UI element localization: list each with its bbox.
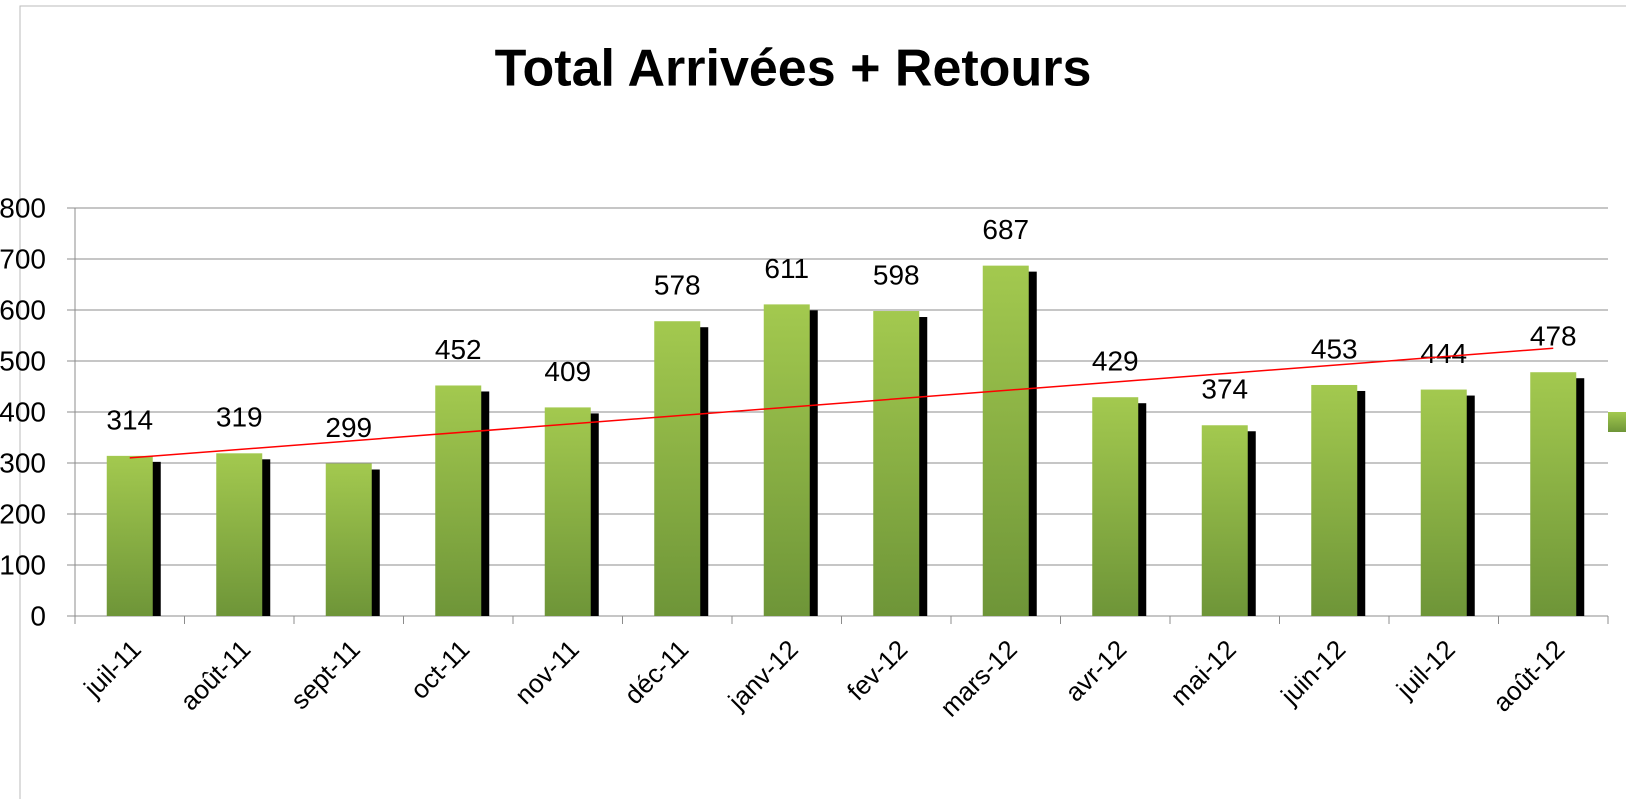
x-tick-label: juil-12 xyxy=(1390,634,1461,705)
bar xyxy=(216,453,263,616)
bar xyxy=(106,455,153,616)
y-tick-label: 300 xyxy=(0,447,46,478)
data-label: 314 xyxy=(106,404,153,435)
bar xyxy=(982,265,1029,616)
chart-border xyxy=(19,5,1626,799)
data-label: 429 xyxy=(1092,346,1139,377)
data-label: 611 xyxy=(764,253,809,284)
x-tick-label: oct-11 xyxy=(404,634,475,705)
data-label: 409 xyxy=(544,356,591,387)
bar xyxy=(544,407,591,616)
bar xyxy=(1530,372,1577,616)
data-label: 598 xyxy=(873,259,920,290)
data-label: 453 xyxy=(1311,333,1358,364)
x-tick-label: mai-12 xyxy=(1164,634,1241,711)
bar xyxy=(325,463,372,616)
x-tick-label: nov-11 xyxy=(509,634,585,710)
bar xyxy=(435,385,482,616)
y-tick-label: 500 xyxy=(0,345,46,376)
x-tick-label: déc-11 xyxy=(618,634,694,710)
x-tick-label: août-11 xyxy=(174,634,256,716)
bar xyxy=(1420,389,1467,616)
y-tick-label: 100 xyxy=(0,549,46,580)
data-label: 299 xyxy=(325,412,372,443)
x-tick-label: janv-12 xyxy=(722,634,804,716)
data-label: 444 xyxy=(1420,338,1467,369)
data-label: 452 xyxy=(435,334,482,365)
data-label: 478 xyxy=(1530,321,1577,352)
x-tick-label: juin-12 xyxy=(1274,634,1351,711)
x-tick-label: avr-12 xyxy=(1059,634,1132,707)
data-label: 578 xyxy=(654,270,701,301)
bar xyxy=(654,321,701,616)
x-tick-label: sept-11 xyxy=(285,634,366,715)
y-tick-label: 200 xyxy=(0,498,46,529)
y-tick-label: 600 xyxy=(0,294,46,325)
y-tick-label: 700 xyxy=(0,243,46,274)
bar xyxy=(1201,425,1248,616)
data-label: 687 xyxy=(982,214,1029,245)
bar xyxy=(873,311,920,616)
bar xyxy=(1311,384,1358,616)
chart-title: Total Arrivées + Retours xyxy=(495,40,1092,98)
x-tick-label: fev-12 xyxy=(841,634,913,706)
y-tick-label: 400 xyxy=(0,396,46,427)
x-tick-label: mars-12 xyxy=(934,634,1023,723)
x-tick-label: août-12 xyxy=(1487,634,1571,718)
x-tick-label: juil-11 xyxy=(77,634,147,704)
bar xyxy=(763,304,810,616)
trendline xyxy=(129,347,1554,459)
data-label: 319 xyxy=(216,402,263,433)
y-tick-label: 800 xyxy=(0,192,46,223)
bar xyxy=(1092,397,1139,616)
y-tick-label: 0 xyxy=(30,600,46,631)
legend-marker xyxy=(1608,412,1626,432)
data-label: 374 xyxy=(1201,374,1248,405)
